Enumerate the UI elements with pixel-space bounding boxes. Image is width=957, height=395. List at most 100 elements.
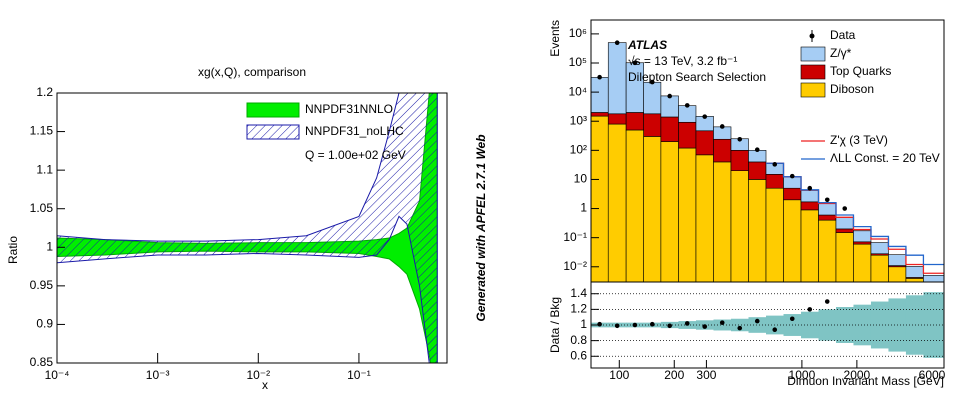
data-point (772, 327, 778, 332)
legend-label: NNPDF31_noLHC (305, 124, 404, 138)
y-tick-label: 10 (574, 172, 588, 186)
bar (730, 170, 749, 282)
bar (870, 242, 889, 255)
bar (888, 266, 907, 282)
bar (678, 121, 697, 149)
y-tick-label: 1.05 (30, 201, 54, 215)
data-point (632, 322, 638, 328)
bar (818, 219, 837, 282)
data-point (789, 173, 795, 179)
data-point (737, 136, 743, 142)
y-axis-label: Ratio (6, 236, 20, 264)
frame (590, 281, 945, 369)
chart-title: xg(x,Q), comparison (198, 65, 306, 79)
bar (818, 214, 837, 221)
legend-swatch (246, 124, 300, 140)
bar (678, 147, 697, 282)
y-tick-label: 0.85 (30, 355, 54, 369)
bar (591, 112, 609, 117)
bar (713, 138, 732, 163)
bar (730, 150, 749, 171)
y-tick-label: 1 (46, 239, 53, 253)
data-point (789, 316, 795, 322)
data-point (632, 60, 638, 66)
bar (835, 228, 854, 233)
y-tick-label: 1 (580, 317, 587, 331)
bar (835, 232, 854, 282)
data-point (597, 74, 602, 80)
data-point (754, 318, 760, 324)
x-tick-label: 10⁻³ (146, 368, 170, 382)
bar (591, 77, 609, 113)
bar (643, 113, 662, 137)
data-point (614, 323, 620, 329)
bar (607, 113, 627, 125)
uncertainty-band (766, 315, 785, 335)
x-tick-label: 1000 (789, 368, 816, 382)
uncertainty-band (835, 307, 854, 343)
bar (853, 243, 872, 282)
data-point (807, 185, 813, 191)
bar (678, 105, 697, 123)
y-tick-label: 1.15 (30, 124, 54, 138)
data-point (597, 321, 602, 327)
data-point (824, 197, 830, 203)
bar (643, 81, 662, 115)
annotation: Dilepton Search Selection (628, 70, 766, 84)
y-axis-label: Events (548, 20, 562, 57)
band (57, 93, 438, 363)
data-point (807, 307, 813, 312)
legend-label: NNPDF31NNLO (305, 102, 393, 116)
uncertainty-band (748, 317, 767, 333)
data-point (702, 114, 708, 119)
x-tick-label: 200 (664, 368, 684, 382)
legend-swatch (800, 64, 826, 80)
y-tick-label: 0.9 (36, 317, 53, 331)
data-point (684, 321, 690, 326)
uncertainty-band (853, 304, 872, 346)
bar (783, 187, 802, 201)
x-tick-label: 6000 (919, 368, 946, 382)
bar (713, 161, 732, 282)
legend-label: Top Quarks (830, 64, 891, 78)
y-tick-label: 0.95 (30, 278, 54, 292)
data-point (649, 79, 655, 85)
bar (660, 95, 679, 118)
legend-label: Z/γ* (830, 46, 852, 60)
x-axis-label: Dimuon Invariant Mass [GeV] (787, 374, 944, 388)
legend-label: Z'χ (3 TeV) (830, 133, 888, 147)
bar (835, 217, 854, 230)
legend-label: ΛLL Const. = 20 TeV (830, 151, 940, 165)
y-tick-label: 1.4 (570, 286, 587, 300)
bar (748, 179, 767, 282)
bar (905, 278, 924, 282)
bar (800, 190, 819, 203)
signal-line (766, 162, 944, 266)
bar (607, 42, 627, 115)
y-tick-label: 1.2 (36, 85, 53, 99)
data-point (667, 323, 673, 329)
y-tick-label: 10⁴ (568, 84, 587, 98)
bar (888, 254, 907, 266)
bar (607, 123, 627, 282)
data-point (719, 124, 725, 129)
y-tick-label: 10⁵ (569, 55, 587, 69)
x-tick-label: 10⁻² (246, 368, 270, 382)
bar (923, 274, 944, 282)
bar (625, 129, 644, 282)
data-point (719, 320, 725, 325)
x-tick-label: 10⁻⁴ (45, 368, 70, 382)
bar (923, 287, 944, 288)
y-tick-label: 10² (570, 143, 587, 157)
data-point (737, 325, 743, 331)
bar (818, 203, 837, 216)
y-tick-label: 1 (580, 201, 587, 215)
y-tick-label: 0.6 (570, 348, 587, 362)
y-tick-label: 1.1 (36, 162, 53, 176)
data-point (614, 40, 620, 46)
legend-swatch (800, 82, 826, 98)
data-point (649, 321, 655, 327)
y-tick-label: 10⁻² (563, 259, 587, 273)
bar (905, 266, 924, 278)
bar (695, 130, 714, 156)
